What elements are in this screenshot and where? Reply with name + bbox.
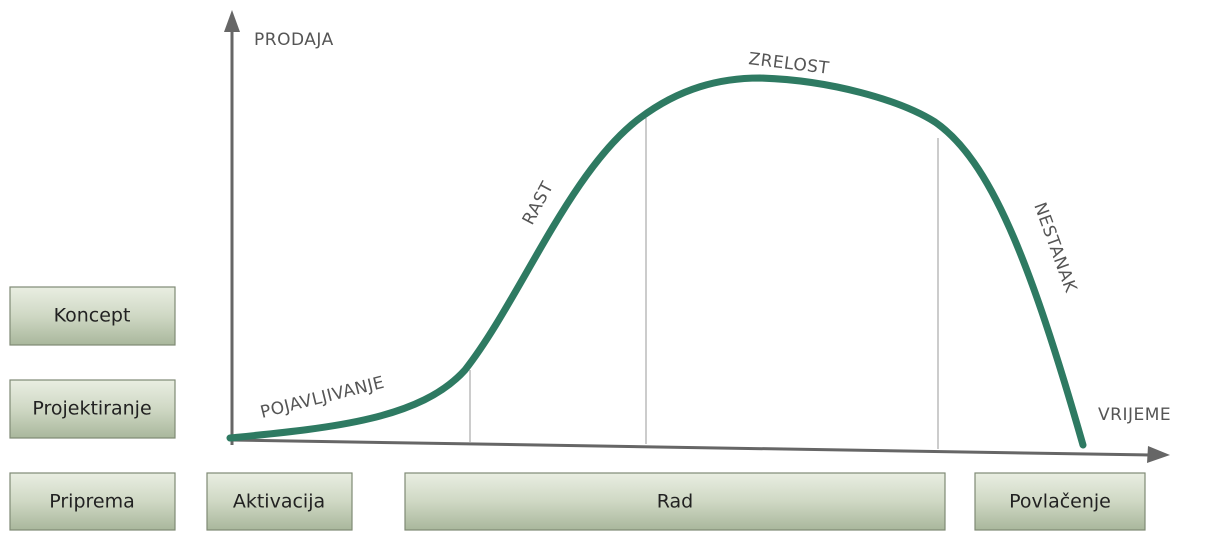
box-label: Aktivacija	[233, 491, 325, 513]
side-box	[9, 472, 176, 531]
box-label: Rad	[657, 491, 694, 513]
side-box	[9, 286, 176, 346]
stage-label: POJAVLJIVANJE	[258, 373, 386, 423]
phase-box	[206, 472, 353, 531]
sales-curve	[226, 74, 1087, 449]
stage-label: RAST	[519, 178, 558, 228]
phase-box	[974, 472, 1146, 531]
side-box	[9, 379, 176, 439]
box-label: Projektiranje	[32, 398, 151, 420]
y-arrow	[224, 10, 240, 32]
stage-label: NESTANAK	[1029, 200, 1080, 296]
stage-label: ZRELOST	[747, 49, 830, 79]
x-arrow	[1147, 446, 1170, 463]
box-label: Povlačenje	[1009, 491, 1111, 513]
box-label: Priprema	[49, 491, 135, 513]
x-axis-label: VRIJEME	[1098, 405, 1171, 425]
box-label: Koncept	[54, 305, 131, 327]
x-axis	[229, 438, 1151, 457]
phase-box	[404, 472, 946, 531]
y-axis-label: PRODAJA	[254, 30, 334, 50]
